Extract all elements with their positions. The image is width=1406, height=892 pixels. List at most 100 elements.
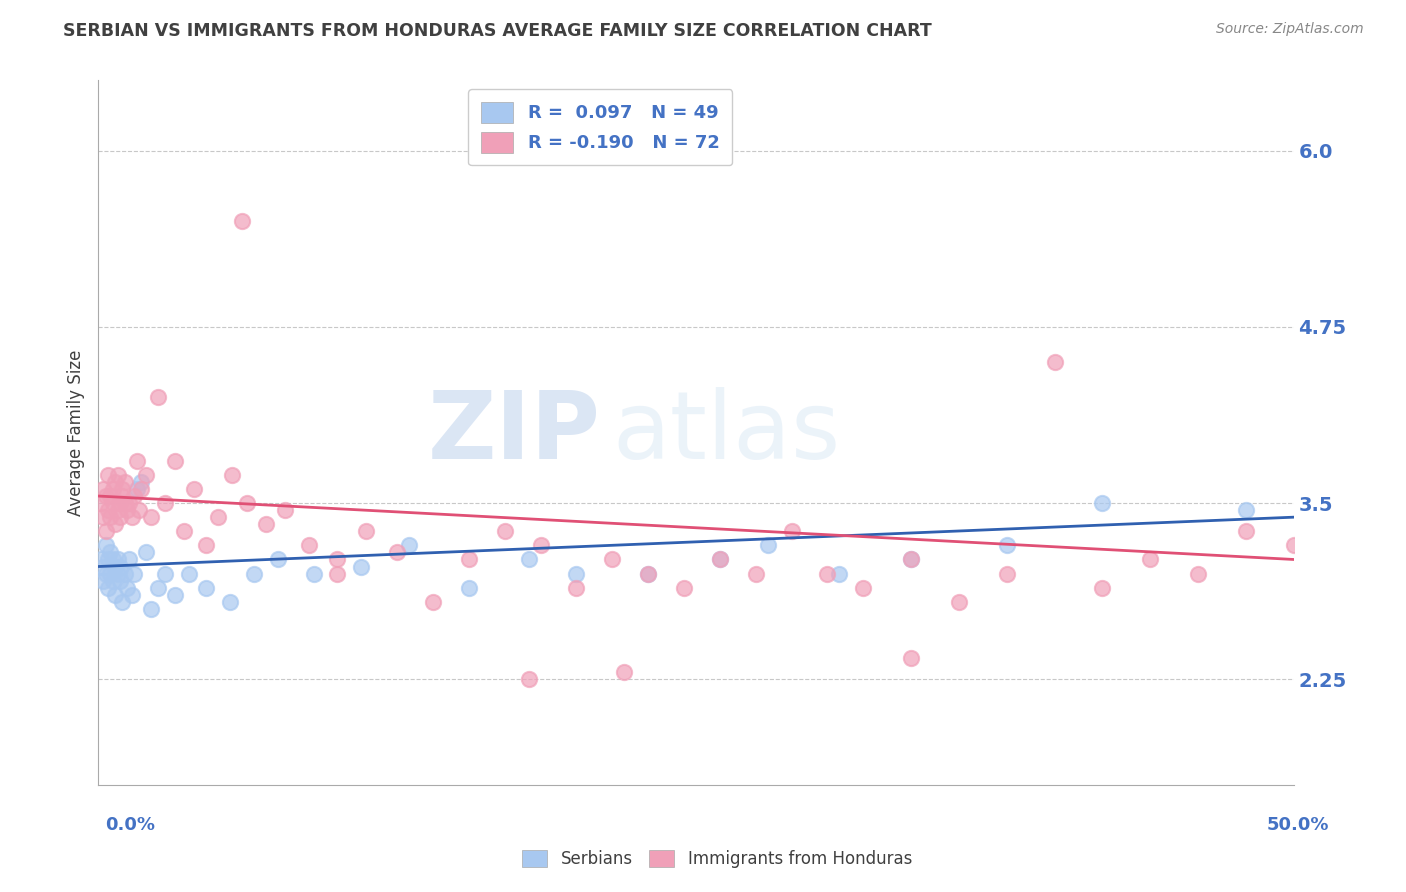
Legend: Serbians, Immigrants from Honduras: Serbians, Immigrants from Honduras: [516, 843, 918, 875]
Point: [107, 503, 129, 517]
Point: [398, 538, 420, 552]
Point: [530, 538, 553, 552]
Point: [673, 581, 696, 595]
Point: [131, 482, 153, 496]
Point: [385, 545, 409, 559]
Point: [94, 566, 117, 581]
Point: [101, 496, 124, 510]
Point: [104, 517, 127, 532]
Point: [517, 552, 540, 566]
Point: [115, 503, 138, 517]
Text: SERBIAN VS IMMIGRANTS FROM HONDURAS AVERAGE FAMILY SIZE CORRELATION CHART: SERBIAN VS IMMIGRANTS FROM HONDURAS AVER…: [63, 22, 932, 40]
Point: [1091, 496, 1114, 510]
Text: Source: ZipAtlas.com: Source: ZipAtlas.com: [1216, 22, 1364, 37]
Point: [98, 545, 122, 559]
Point: [139, 510, 162, 524]
Point: [1139, 552, 1161, 566]
Point: [107, 552, 129, 566]
Point: [900, 552, 922, 566]
Point: [94, 489, 117, 503]
Point: [235, 496, 257, 510]
Point: [94, 524, 117, 539]
Point: [815, 566, 838, 581]
Point: [97, 581, 120, 595]
Point: [948, 595, 970, 609]
Point: [613, 665, 636, 680]
Point: [422, 595, 444, 609]
Point: [108, 574, 131, 588]
Point: [115, 581, 138, 595]
Point: [828, 566, 851, 581]
Point: [517, 673, 540, 687]
Point: [179, 566, 201, 581]
Point: [458, 581, 481, 595]
Point: [91, 482, 114, 496]
Point: [101, 552, 124, 566]
Point: [298, 538, 321, 552]
Point: [114, 566, 136, 581]
Point: [163, 588, 186, 602]
Text: 0.0%: 0.0%: [105, 816, 156, 834]
Point: [637, 566, 659, 581]
Point: [107, 467, 129, 482]
Point: [118, 552, 141, 566]
Point: [148, 391, 170, 405]
Point: [243, 566, 266, 581]
Point: [1282, 538, 1305, 552]
Point: [111, 482, 134, 496]
Point: [135, 545, 157, 559]
Point: [121, 588, 143, 602]
Point: [125, 454, 148, 468]
Point: [302, 566, 325, 581]
Point: [1234, 503, 1257, 517]
Point: [91, 510, 114, 524]
Point: [183, 482, 205, 496]
Point: [326, 566, 349, 581]
Point: [90, 496, 112, 510]
Point: [104, 475, 127, 489]
Point: [108, 559, 131, 574]
Point: [91, 559, 114, 574]
Point: [111, 595, 134, 609]
Point: [101, 482, 124, 496]
Point: [709, 552, 731, 566]
Text: atlas: atlas: [613, 386, 841, 479]
Point: [124, 566, 146, 581]
Point: [494, 524, 516, 539]
Point: [107, 566, 129, 581]
Point: [163, 454, 186, 468]
Point: [254, 517, 277, 532]
Point: [98, 489, 122, 503]
Point: [155, 496, 177, 510]
Point: [195, 538, 218, 552]
Point: [128, 503, 150, 517]
Point: [114, 496, 136, 510]
Point: [745, 566, 768, 581]
Point: [91, 574, 114, 588]
Point: [995, 566, 1018, 581]
Point: [756, 538, 779, 552]
Legend: R =  0.097   N = 49, R = -0.190   N = 72: R = 0.097 N = 49, R = -0.190 N = 72: [468, 89, 733, 165]
Point: [565, 581, 588, 595]
Point: [118, 496, 141, 510]
Point: [458, 552, 481, 566]
Point: [125, 482, 148, 496]
Point: [114, 475, 136, 489]
Point: [104, 559, 127, 574]
Point: [207, 510, 229, 524]
Point: [97, 552, 120, 566]
Point: [155, 566, 177, 581]
Point: [124, 489, 146, 503]
Point: [274, 503, 297, 517]
Point: [900, 651, 922, 665]
Point: [90, 552, 112, 566]
Point: [852, 581, 875, 595]
Point: [350, 559, 373, 574]
Point: [602, 552, 624, 566]
Point: [98, 566, 122, 581]
Point: [131, 475, 153, 489]
Point: [97, 467, 120, 482]
Point: [565, 566, 588, 581]
Point: [195, 581, 218, 595]
Point: [111, 489, 134, 503]
